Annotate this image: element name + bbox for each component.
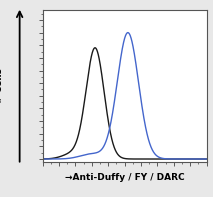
- Text: # Cells: # Cells: [0, 68, 4, 103]
- X-axis label: →Anti-Duffy / FY / DARC: →Anti-Duffy / FY / DARC: [65, 173, 184, 182]
